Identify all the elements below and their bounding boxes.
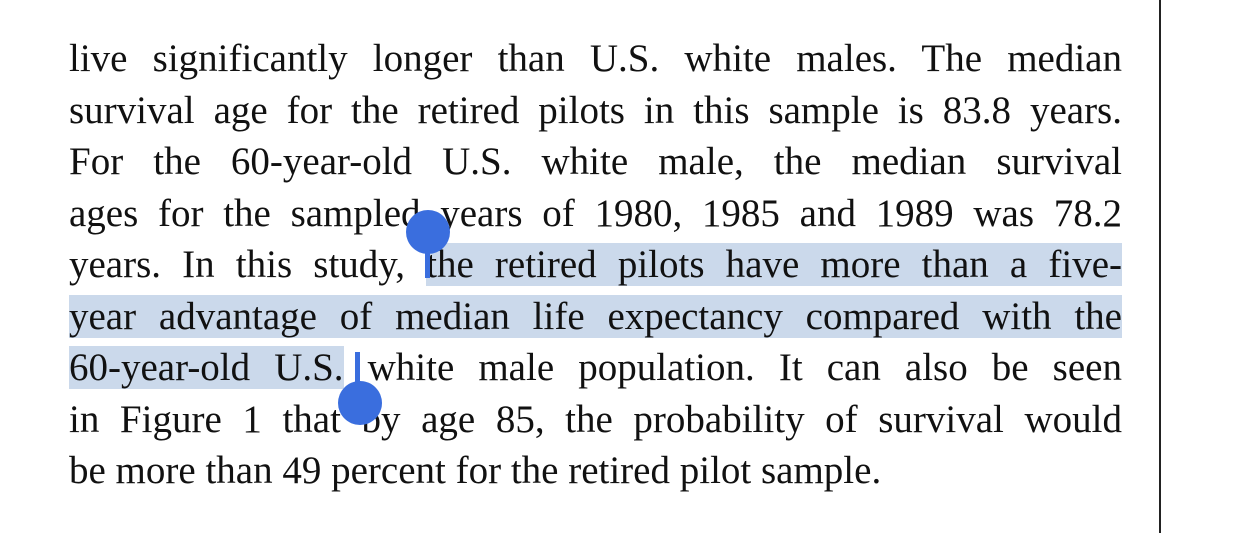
text: be more than 49 percent for the retired …: [69, 449, 882, 492]
selected-text: year advantage of median life expectancy…: [69, 294, 1122, 338]
selection-end-bar: [355, 352, 360, 386]
selected-text: 60-year-old U.S.: [69, 346, 344, 389]
selection-start-bar: [425, 248, 430, 278]
text: For the 60-year-old U.S. white male, the…: [69, 140, 1122, 183]
paragraph: live significantly longer than U.S. whit…: [69, 33, 1122, 497]
selected-text: the retired pilots have more than a five…: [426, 243, 1122, 286]
text: live significantly longer than U.S. whit…: [69, 37, 1122, 80]
text: in Figure 1 that by age 85, the probabil…: [69, 397, 1122, 441]
selection-end-handle[interactable]: [338, 381, 382, 425]
page-edge: [1159, 0, 1161, 533]
text: survival age for the retired pilots in t…: [69, 88, 1122, 132]
selection-start-handle[interactable]: [406, 210, 450, 254]
text-line: 60-year-old U.S. white male population. …: [69, 342, 1122, 394]
text-line: For the 60-year-old U.S. white male, the…: [69, 136, 1122, 188]
text-line: be more than 49 percent for the retired …: [69, 445, 1122, 497]
text-line: ages for the sampled years of 1980, 1985…: [69, 188, 1122, 240]
text: years. In this study,: [69, 243, 427, 286]
text-line: in Figure 1 that by age 85, the probabil…: [69, 394, 1122, 446]
text: white male population. It can also be se…: [343, 346, 1122, 389]
text-line: years. In this study, the retired pilots…: [69, 239, 1122, 291]
text: ages for the sampled years of 1980, 1985…: [69, 191, 1122, 235]
text-line: survival age for the retired pilots in t…: [69, 85, 1122, 137]
text-line: year advantage of median life expectancy…: [69, 291, 1122, 343]
text-line: live significantly longer than U.S. whit…: [69, 33, 1122, 85]
